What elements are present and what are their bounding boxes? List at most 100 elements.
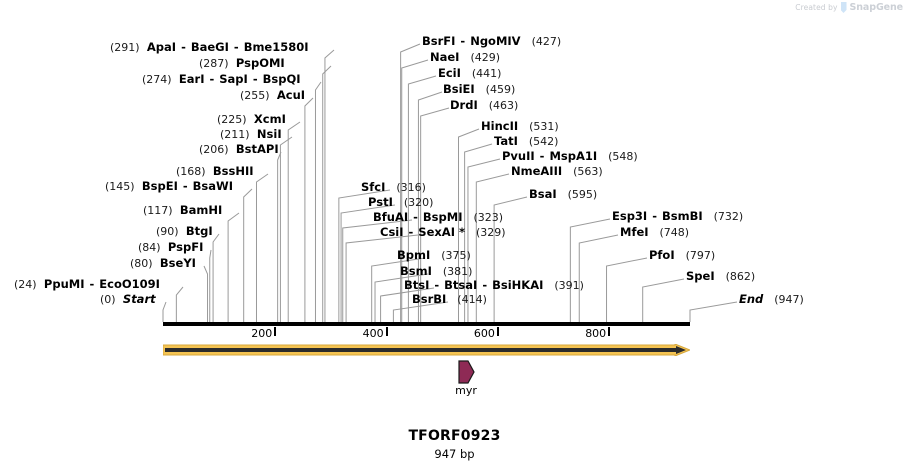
enzyme-name[interactable]: BsmBI: [662, 209, 703, 223]
restriction-site-label[interactable]: EciI (441): [438, 67, 501, 80]
enzyme-separator: -: [177, 40, 190, 54]
enzyme-name[interactable]: Bme1580I: [243, 40, 309, 54]
restriction-site-label[interactable]: BsmI (381): [400, 265, 472, 278]
restriction-site-label[interactable]: PvuII - MspA1I (548): [502, 150, 638, 163]
enzyme-name[interactable]: EcoO109I: [99, 277, 160, 291]
enzyme-name[interactable]: BspEI: [141, 179, 178, 193]
enzyme-name[interactable]: BaeGI: [190, 40, 229, 54]
restriction-site-label[interactable]: BsaI (595): [529, 188, 597, 201]
enzyme-name[interactable]: PvuII: [502, 149, 535, 163]
enzyme-name[interactable]: BtgI: [185, 224, 213, 238]
site-position: (145): [105, 180, 135, 193]
enzyme-name[interactable]: BsaWI: [192, 179, 234, 193]
ruler-tick-mark: [274, 327, 277, 336]
orf-arrow[interactable]: [163, 344, 690, 356]
enzyme-name[interactable]: CsiI: [380, 225, 404, 239]
snapgene-watermark: Created by SnapGene: [795, 2, 903, 13]
enzyme-name[interactable]: BamHI: [179, 203, 223, 217]
enzyme-name[interactable]: BsrBI: [412, 292, 447, 306]
restriction-site-label[interactable]: (287) PspOMI: [199, 57, 285, 70]
enzyme-name[interactable]: BsrFI: [422, 34, 456, 48]
restriction-site-label[interactable]: NaeI (429): [430, 51, 500, 64]
restriction-site-label[interactable]: (255) AcuI: [240, 89, 305, 102]
restriction-site-label[interactable]: SfcI (316): [361, 181, 426, 194]
enzyme-name[interactable]: MspA1I: [549, 149, 598, 163]
restriction-site-label[interactable]: (168) BssHII: [176, 165, 254, 178]
restriction-site-label[interactable]: BsrFI - NgoMIV (427): [422, 35, 561, 48]
feature-myr-arrow[interactable]: [455, 359, 477, 385]
restriction-site-label[interactable]: (206) BstAPI: [199, 143, 279, 156]
enzyme-name[interactable]: BtsaI: [444, 278, 478, 292]
restriction-site-label-stack: BsrFI - NgoMIV (427) (291) ApaI - BaeGI -…: [14, 35, 804, 306]
restriction-site-label[interactable]: (291) ApaI - BaeGI - Bme1580I: [110, 41, 309, 54]
restriction-site-label[interactable]: (274) EarI - SapI - BspQI: [142, 73, 301, 86]
enzyme-name[interactable]: BspQI: [262, 72, 301, 86]
restriction-site-label[interactable]: (84) PspFI: [138, 241, 203, 254]
enzyme-name[interactable]: MfeI: [620, 225, 649, 239]
enzyme-name[interactable]: SfcI: [361, 180, 386, 194]
restriction-site-label[interactable]: End (947): [739, 293, 804, 306]
enzyme-name[interactable]: PspFI: [167, 240, 204, 254]
restriction-site-label[interactable]: BpmI (375): [397, 249, 471, 262]
restriction-site-label[interactable]: BfuAI - BspMI (323): [373, 211, 503, 224]
restriction-site-label[interactable]: BtsI - BtsaI - BsiHKAI (391): [404, 279, 584, 292]
enzyme-name[interactable]: BseYI: [159, 256, 196, 270]
enzyme-name[interactable]: PspOMI: [235, 56, 285, 70]
enzyme-name[interactable]: NmeAIII: [511, 164, 563, 178]
restriction-site-label[interactable]: PstI (320): [368, 196, 433, 209]
restriction-site-label[interactable]: (211) NsiI: [220, 128, 282, 141]
enzyme-name[interactable]: PpuMI: [43, 277, 85, 291]
restriction-site-label[interactable]: HincII (531): [481, 120, 559, 133]
enzyme-name[interactable]: ApaI: [146, 40, 177, 54]
enzyme-name[interactable]: Esp3I: [612, 209, 648, 223]
restriction-site-label[interactable]: MfeI (748): [620, 226, 689, 239]
restriction-site-label[interactable]: (145) BspEI - BsaWI: [105, 180, 233, 193]
restriction-site-label[interactable]: NmeAIII (563): [511, 165, 603, 178]
enzyme-name[interactable]: DrdI: [450, 98, 478, 112]
restriction-site-label[interactable]: (225) XcmI: [217, 113, 286, 126]
enzyme-name[interactable]: BsiHKAI: [492, 278, 544, 292]
restriction-site-label[interactable]: (117) BamHI: [143, 204, 222, 217]
enzyme-name[interactable]: SexAI *: [418, 225, 465, 239]
restriction-site-label[interactable]: SpeI (862): [686, 270, 755, 283]
enzyme-name[interactable]: NaeI: [430, 50, 460, 64]
restriction-site-label[interactable]: PfoI (797): [649, 249, 715, 262]
enzyme-name[interactable]: BsiEI: [443, 82, 475, 96]
enzyme-name[interactable]: SpeI: [686, 269, 715, 283]
enzyme-name[interactable]: XcmI: [253, 112, 286, 126]
restriction-site-label[interactable]: BsiEI (459): [443, 83, 515, 96]
restriction-site-label[interactable]: (80) BseYI: [130, 257, 196, 270]
enzyme-name[interactable]: BfuAI: [373, 210, 409, 224]
enzyme-name[interactable]: EarI: [178, 72, 205, 86]
enzyme-name[interactable]: BtsI: [404, 278, 430, 292]
enzyme-name[interactable]: NgoMIV: [470, 34, 521, 48]
enzyme-name[interactable]: End: [739, 292, 764, 306]
enzyme-name[interactable]: PstI: [368, 195, 393, 209]
enzyme-name[interactable]: AcuI: [276, 88, 306, 102]
enzyme-name[interactable]: TatI: [494, 134, 518, 148]
site-position: (797): [685, 249, 716, 262]
restriction-site-label[interactable]: TatI (542): [494, 135, 558, 148]
enzyme-name[interactable]: NsiI: [256, 127, 282, 141]
enzyme-name[interactable]: BssHII: [212, 164, 254, 178]
enzyme-name[interactable]: BspMI: [422, 210, 463, 224]
ruler-tick-label: 600: [473, 327, 495, 340]
ruler-tick-label: 200: [251, 327, 273, 340]
enzyme-name[interactable]: PfoI: [649, 248, 675, 262]
enzyme-name[interactable]: Start: [122, 292, 156, 306]
enzyme-name[interactable]: BpmI: [397, 248, 431, 262]
restriction-site-label[interactable]: BsrBI (414): [412, 293, 487, 306]
restriction-site-label[interactable]: (90) BtgI: [156, 225, 213, 238]
enzyme-name[interactable]: BsmI: [400, 264, 432, 278]
restriction-site-label[interactable]: DrdI (463): [450, 99, 518, 112]
restriction-site-label[interactable]: (0) Start: [100, 293, 156, 306]
enzyme-name[interactable]: BstAPI: [235, 142, 279, 156]
enzyme-name[interactable]: HincII: [481, 119, 519, 133]
site-position: (206): [199, 143, 229, 156]
enzyme-name[interactable]: BsaI: [529, 187, 557, 201]
enzyme-name[interactable]: EciI: [438, 66, 461, 80]
restriction-site-label[interactable]: CsiI - SexAI * (329): [380, 226, 506, 239]
restriction-site-label[interactable]: (24) PpuMI - EcoO109I: [14, 278, 160, 291]
restriction-site-label[interactable]: Esp3I - BsmBI (732): [612, 210, 743, 223]
enzyme-name[interactable]: SapI: [219, 72, 248, 86]
